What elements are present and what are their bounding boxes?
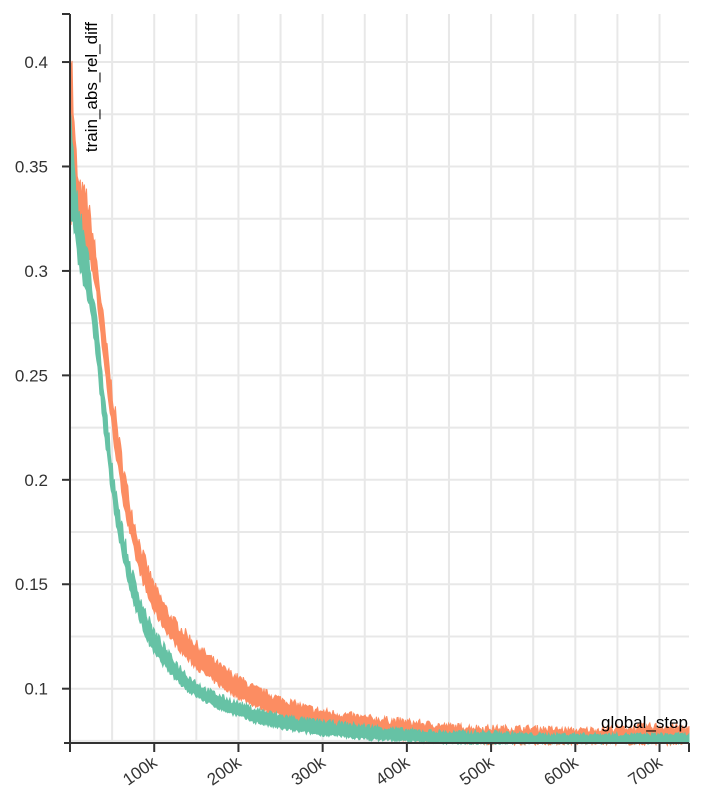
series-band-1 xyxy=(69,60,690,747)
axes xyxy=(64,14,689,744)
x-tick-label: 300k xyxy=(288,752,330,789)
series-layer xyxy=(69,60,690,747)
x-tick-label: 100k xyxy=(119,752,161,789)
x-axis-title: global_step xyxy=(601,713,688,732)
grid xyxy=(70,14,689,743)
x-tick-label: 500k xyxy=(456,752,498,789)
y-axis-title: train_abs_rel_diff xyxy=(82,22,101,152)
y-tick-label: 0.35 xyxy=(15,157,48,176)
ticks: 0.1 0.15 0.2 0.25 0.3 0.35 0.4 100k 200k 300k 400k… xyxy=(15,13,690,789)
y-tick-label: 0.25 xyxy=(15,366,48,385)
y-tick-label: 0.4 xyxy=(24,53,48,72)
x-tick-label: 700k xyxy=(625,752,667,789)
y-tick-label: 0.3 xyxy=(24,262,48,281)
x-tick-label: 600k xyxy=(540,752,582,789)
y-tick-label: 0.15 xyxy=(15,575,48,594)
x-tick-label: 200k xyxy=(204,752,246,789)
y-tick-label: 0.2 xyxy=(24,471,48,490)
x-tick-label: 400k xyxy=(372,752,414,789)
y-tick-label: 0.1 xyxy=(24,680,48,699)
